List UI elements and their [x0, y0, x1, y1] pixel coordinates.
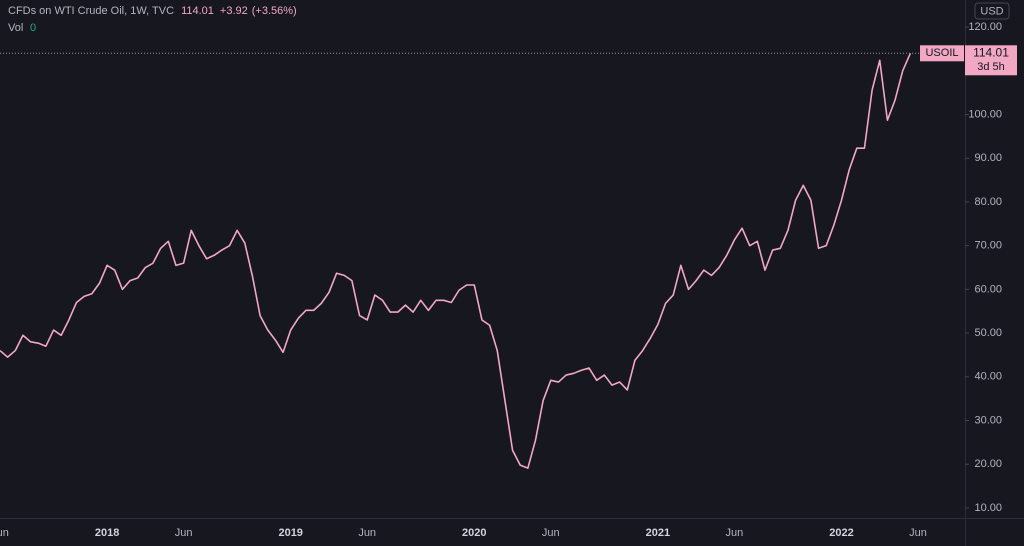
time-labels: Jun 2018 Jun 2019 Jun 2020 Jun 2021 Jun 2022 Jun [0, 527, 927, 539]
x-tick-label: 2022 [829, 527, 853, 539]
x-tick-label: Jun [726, 527, 744, 539]
x-tick-label: Jun [175, 527, 193, 539]
symbol-title: CFDs on WTI Crude Oil, 1W, TVC [8, 5, 174, 17]
y-tick-label: 70.00 [974, 240, 1002, 252]
volume-label: Vol [8, 22, 23, 34]
x-tick-label: Jun [358, 527, 376, 539]
price-line [0, 52, 912, 469]
y-tick-label: 30.00 [974, 414, 1002, 426]
series-name: USOIL [925, 47, 958, 59]
legend: CFDs on WTI Crude Oil, 1W, TVC 114.01 +3… [8, 5, 297, 34]
price-change-pct: (+3.56%) [252, 5, 297, 17]
countdown: 3d 5h [977, 61, 1005, 73]
x-tick-label: 2019 [278, 527, 302, 539]
x-tick-label: 2021 [646, 527, 670, 539]
y-tick-label: 100.00 [968, 108, 1002, 120]
price-tag-value: 114.01 [973, 45, 1009, 59]
y-tick-label: 40.00 [974, 371, 1002, 383]
y-tick-label: 20.00 [974, 458, 1002, 470]
series-tag [920, 45, 964, 62]
y-tick-label: 50.00 [974, 327, 1002, 339]
volume-value: 0 [30, 22, 36, 34]
currency-button[interactable] [974, 2, 1010, 20]
x-tick-label: 2020 [462, 527, 486, 539]
x-tick-label: 2018 [95, 527, 119, 539]
y-tick-label: 10.00 [974, 502, 1002, 514]
y-tick-label: 90.00 [974, 152, 1002, 164]
price-tag [965, 45, 1017, 76]
y-tick-label: 80.00 [974, 196, 1002, 208]
y-tick-label: 120.00 [968, 21, 1002, 33]
last-price: 114.01 [181, 5, 214, 17]
x-tick-label: Jun [542, 527, 560, 539]
price-change: +3.92 [220, 5, 248, 17]
currency-label[interactable]: USD [980, 5, 1003, 17]
x-tick-label: Jun [0, 527, 9, 539]
y-tick-label: 60.00 [974, 283, 1002, 295]
x-tick-label: Jun [909, 527, 927, 539]
